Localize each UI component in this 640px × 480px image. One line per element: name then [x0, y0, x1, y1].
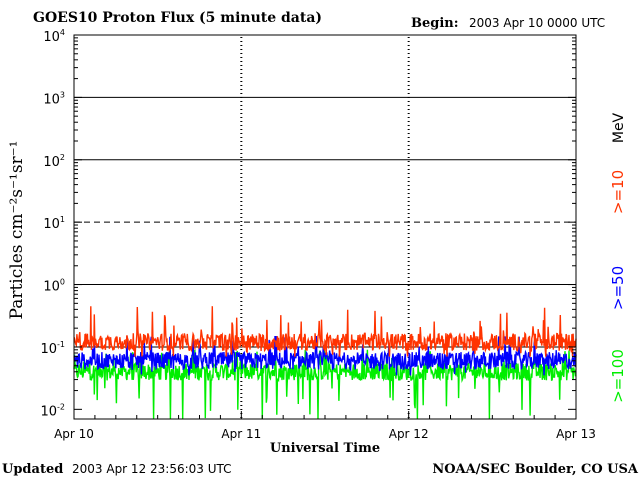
chart-title: GOES10 Proton Flux (5 minute data) — [33, 10, 322, 26]
series-line-0 — [73, 306, 577, 357]
y-axis-title: Particles cm⁻²s⁻¹sr⁻¹ — [7, 141, 27, 320]
credit-text: NOAA/SEC Boulder, CO USA — [432, 462, 639, 477]
legend-entry-2: >=100 — [609, 349, 627, 403]
updated-label: Updated — [2, 462, 63, 477]
series-line-1 — [73, 335, 577, 376]
begin-value: 2003 Apr 10 0000 UTC — [469, 16, 605, 30]
y-tick-label-6: 104 — [43, 28, 65, 45]
y-tick-label-1: 10-1 — [40, 340, 65, 357]
x-tick-label-3: Apr 13 — [556, 427, 596, 441]
y-tick-label-2: 100 — [43, 278, 65, 295]
x-axis-title: Universal Time — [270, 441, 380, 456]
legend: MeV >=10 >=50 >=100 — [609, 112, 627, 402]
y-tick-label-4: 102 — [43, 153, 65, 170]
legend-unit: MeV — [611, 112, 627, 143]
legend-entry-1: >=50 — [609, 266, 627, 310]
x-axis-ticks: Apr 10 Apr 11 Apr 12 Apr 13 — [54, 411, 596, 441]
y-tick-label-5: 103 — [43, 90, 65, 107]
y-axis-ticks: 10-2 10-1 100 101 102 103 104 — [40, 28, 576, 419]
x-tick-label-1: Apr 11 — [221, 427, 261, 441]
legend-entry-0: >=10 — [609, 170, 627, 214]
y-tick-label-3: 101 — [43, 215, 65, 232]
updated-value: 2003 Apr 12 23:56:03 UTC — [72, 462, 232, 476]
gridlines — [74, 37, 576, 419]
series-line-2 — [73, 349, 577, 420]
x-tick-label-0: Apr 10 — [54, 427, 94, 441]
x-tick-label-2: Apr 12 — [389, 427, 429, 441]
data-series — [73, 306, 577, 420]
y-tick-label-0: 10-2 — [40, 402, 65, 419]
begin-label: Begin: — [411, 16, 459, 31]
